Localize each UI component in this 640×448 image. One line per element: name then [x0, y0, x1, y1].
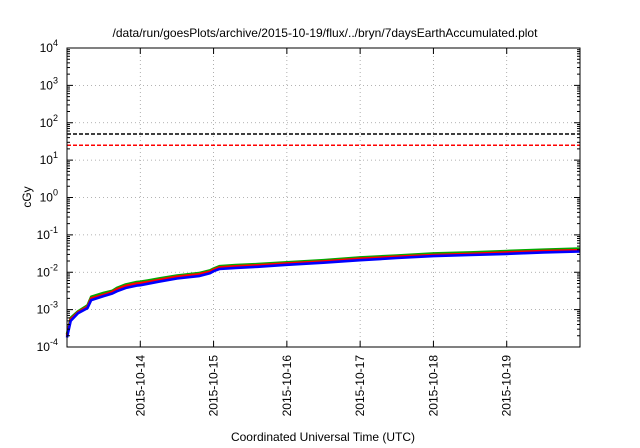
x-tick-label: 2015-10-19	[500, 355, 514, 417]
x-tick-label: 2015-10-16	[280, 355, 294, 417]
y-tick-label: 10-3	[37, 300, 58, 317]
x-tick-label: 2015-10-15	[207, 355, 221, 417]
y-tick-exponent: 2	[53, 113, 58, 123]
y-tick-exponent: -3	[50, 300, 58, 310]
y-tick-exponent: 3	[53, 75, 58, 85]
y-tick-label: 10-1	[37, 225, 58, 242]
x-tick-label: 2015-10-18	[426, 355, 440, 417]
y-tick-exponent: -1	[50, 225, 58, 235]
y-tick-exponent: 4	[53, 38, 58, 48]
y-tick-exponent: 0	[53, 188, 58, 198]
y-tick-label: 102	[40, 113, 58, 130]
series-line	[65, 250, 581, 338]
x-axis-label: Coordinated Universal Time (UTC)	[231, 430, 415, 444]
y-tick-label: 10-4	[37, 337, 58, 354]
x-tick-label: 2015-10-14	[133, 355, 147, 417]
y-tick-label: 101	[40, 150, 58, 167]
grid	[67, 48, 580, 347]
y-tick-exponent: -2	[50, 262, 58, 272]
y-tick-exponent: -4	[50, 337, 58, 347]
y-axis-label: cGy	[20, 186, 34, 207]
y-tick-label: 104	[40, 38, 58, 55]
reference-lines	[67, 133, 580, 147]
y-tick-exponent: 1	[53, 150, 58, 160]
y-tick-label: 100	[40, 188, 58, 205]
chart-title: /data/run/goesPlots/archive/2015-10-19/f…	[113, 26, 539, 40]
x-tick-label: 2015-10-17	[353, 355, 367, 417]
y-tick-label: 10-2	[37, 262, 58, 279]
x-axis-ticks: 2015-10-14 2015-10-15 2015-10-16 2015-10-17…	[133, 48, 514, 417]
series-group	[65, 247, 581, 338]
y-tick-label: 103	[40, 75, 58, 92]
